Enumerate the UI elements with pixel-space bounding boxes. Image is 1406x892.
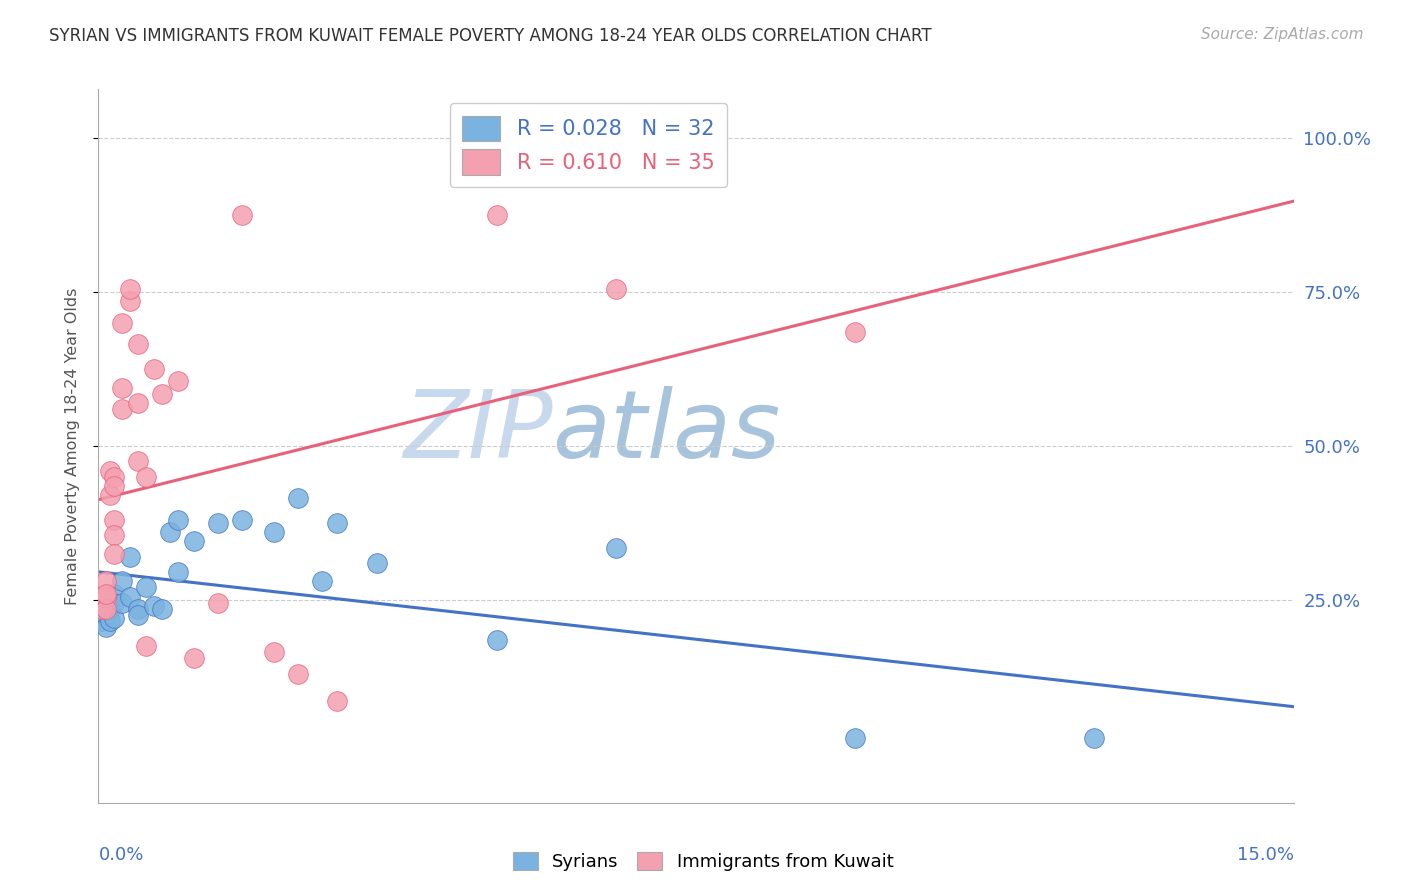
Point bbox=[1083, 731, 1105, 746]
Point bbox=[103, 587, 125, 601]
Legend: R = 0.028   N = 32, R = 0.610   N = 35: R = 0.028 N = 32, R = 0.610 N = 35 bbox=[450, 103, 727, 187]
Point bbox=[207, 596, 229, 610]
Point bbox=[89, 596, 111, 610]
Point bbox=[103, 469, 125, 483]
Legend: Syrians, Immigrants from Kuwait: Syrians, Immigrants from Kuwait bbox=[505, 845, 901, 879]
Point bbox=[111, 380, 134, 394]
Point bbox=[183, 651, 205, 665]
Point bbox=[143, 362, 166, 376]
Point bbox=[143, 599, 166, 613]
Point bbox=[231, 513, 253, 527]
Point bbox=[111, 402, 134, 417]
Text: 15.0%: 15.0% bbox=[1236, 846, 1294, 863]
Point bbox=[159, 525, 181, 540]
Point bbox=[96, 574, 118, 589]
Point bbox=[287, 491, 309, 506]
Text: 0.0%: 0.0% bbox=[98, 846, 143, 863]
Point bbox=[167, 565, 190, 579]
Point bbox=[326, 694, 349, 708]
Point bbox=[366, 556, 388, 570]
Point bbox=[263, 525, 285, 540]
Point bbox=[96, 587, 118, 601]
Point bbox=[135, 581, 157, 595]
Point bbox=[96, 602, 118, 616]
Point bbox=[120, 549, 142, 564]
Point bbox=[127, 608, 149, 623]
Point bbox=[135, 469, 157, 483]
Point bbox=[111, 316, 134, 330]
Point bbox=[120, 282, 142, 296]
Point bbox=[287, 666, 309, 681]
Point bbox=[103, 479, 125, 493]
Point bbox=[100, 464, 122, 478]
Point bbox=[103, 611, 125, 625]
Point bbox=[127, 602, 149, 616]
Point bbox=[103, 513, 125, 527]
Point bbox=[111, 596, 134, 610]
Point bbox=[91, 615, 114, 629]
Point bbox=[96, 590, 118, 604]
Point bbox=[103, 596, 125, 610]
Point bbox=[485, 632, 508, 647]
Point bbox=[167, 375, 190, 389]
Point bbox=[844, 731, 866, 746]
Point bbox=[207, 516, 229, 530]
Point bbox=[311, 574, 333, 589]
Point bbox=[100, 615, 122, 629]
Point bbox=[111, 574, 134, 589]
Text: atlas: atlas bbox=[553, 386, 780, 477]
Point bbox=[167, 513, 190, 527]
Point bbox=[91, 602, 114, 616]
Y-axis label: Female Poverty Among 18-24 Year Olds: Female Poverty Among 18-24 Year Olds bbox=[65, 287, 80, 605]
Point bbox=[183, 534, 205, 549]
Point bbox=[485, 208, 508, 222]
Text: SYRIAN VS IMMIGRANTS FROM KUWAIT FEMALE POVERTY AMONG 18-24 YEAR OLDS CORRELATIO: SYRIAN VS IMMIGRANTS FROM KUWAIT FEMALE … bbox=[49, 27, 932, 45]
Point bbox=[326, 516, 349, 530]
Point bbox=[100, 602, 122, 616]
Point bbox=[120, 590, 142, 604]
Point bbox=[135, 639, 157, 653]
Point bbox=[96, 620, 118, 634]
Point bbox=[844, 325, 866, 339]
Text: ZIP: ZIP bbox=[404, 386, 553, 477]
Point bbox=[127, 396, 149, 410]
Point bbox=[127, 337, 149, 351]
Point bbox=[96, 608, 118, 623]
Point bbox=[103, 528, 125, 542]
Point bbox=[100, 488, 122, 502]
Point bbox=[231, 208, 253, 222]
Point bbox=[120, 294, 142, 309]
Point bbox=[127, 454, 149, 468]
Point bbox=[605, 282, 627, 296]
Point bbox=[150, 602, 173, 616]
Point bbox=[103, 547, 125, 561]
Point bbox=[263, 645, 285, 659]
Text: Source: ZipAtlas.com: Source: ZipAtlas.com bbox=[1201, 27, 1364, 42]
Point bbox=[605, 541, 627, 555]
Point bbox=[150, 386, 173, 401]
